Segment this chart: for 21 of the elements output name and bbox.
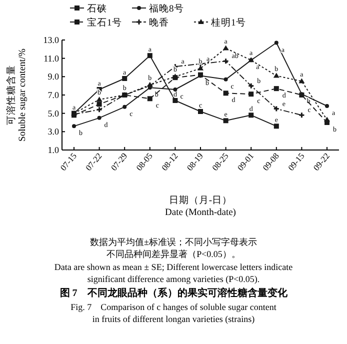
y-tick-label: 5.0 bbox=[48, 108, 60, 118]
y-axis-title: 可溶性糖含量 Soluble sugar content/% bbox=[5, 48, 28, 142]
x-axis-title: 日期（月-日） Date (Month-date) bbox=[165, 194, 236, 218]
legend-label: 晚香 bbox=[149, 16, 169, 28]
y-tick-label: 3.0 bbox=[48, 126, 60, 137]
text: 数据为平均值±标准误；不同小写字母表示 bbox=[90, 237, 257, 247]
y-tick-label: 13.0 bbox=[43, 35, 60, 45]
y-tick-label: 9.0 bbox=[48, 72, 60, 82]
y-tick-label: 1.0 bbox=[48, 145, 60, 155]
text: in fruits of different longan varieties (strains) bbox=[92, 314, 255, 324]
caption: 图 7 不同龙眼品种（系）的果实可溶性糖含量变化 bbox=[60, 287, 288, 299]
legend-label: 石硖 bbox=[87, 4, 107, 14]
caption: Fig. 7 Comparison of c hanges of soluble sugar content bbox=[70, 302, 277, 312]
y-tick-label: 7.0 bbox=[48, 90, 60, 100]
legend-label: 宝石1号 bbox=[87, 16, 122, 28]
text: Data are shown as mean ± SE; Different lowercase letters indicate bbox=[54, 262, 293, 272]
text: 不同品种间差异显著（P<0.05）。 bbox=[106, 249, 240, 259]
legend-label: 福晚8号 bbox=[149, 2, 184, 14]
y-tick-label: 11.0 bbox=[44, 53, 60, 64]
legend-label: 桂明1号 bbox=[210, 16, 246, 28]
text: significant difference among varieties (P<0.05). bbox=[87, 274, 260, 284]
